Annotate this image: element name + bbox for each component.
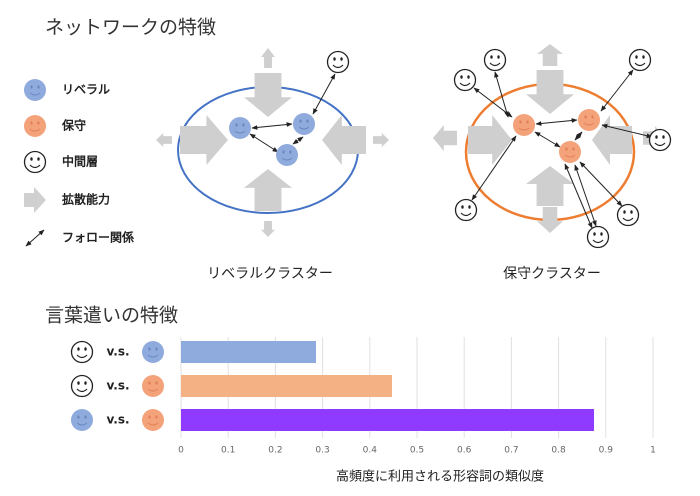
chart-title: 言葉遣いの特徴 <box>45 305 178 327</box>
category-label: v.s. <box>106 413 129 427</box>
follow-link <box>579 161 623 207</box>
legend-icon <box>23 114 47 138</box>
bar <box>181 409 594 431</box>
spread-arrow <box>433 125 457 151</box>
row-icon <box>141 408 165 432</box>
spread-arrow <box>322 115 366 165</box>
neutral-user <box>648 128 672 152</box>
follow-link <box>471 135 517 201</box>
follow-link <box>312 73 336 115</box>
spread-arrow <box>244 73 292 117</box>
legend-label: フォロー関係 <box>62 230 135 245</box>
legend-icon <box>23 150 47 174</box>
follow-link <box>534 131 561 148</box>
cluster-user <box>292 112 316 136</box>
category-label: v.s. <box>106 379 129 393</box>
title: ネットワークの特徴 <box>45 17 216 39</box>
x-tick-label: 0.8 <box>551 446 566 456</box>
neutral-user <box>453 68 477 92</box>
network-diagrams <box>156 44 672 249</box>
cluster-user <box>275 143 299 167</box>
legend-label: 拡散能力 <box>62 192 110 207</box>
legend-label: リベラル <box>62 83 110 97</box>
legend-label: 中間層 <box>62 154 98 169</box>
follow-link <box>600 69 634 112</box>
x-tick-label: 0.2 <box>268 446 282 456</box>
spread-arrow <box>261 48 275 68</box>
neutral-user <box>454 198 478 222</box>
spread-arrow <box>180 115 228 165</box>
row-icon <box>141 340 165 364</box>
spread-arrow <box>537 44 563 66</box>
x-axis-label: 高頻度に利用される形容詞の類似度 <box>336 469 544 485</box>
cluster-caption: リベラルクラスター <box>207 266 333 282</box>
x-tick-label: 0.9 <box>599 446 614 456</box>
legend-label: 保守 <box>61 118 86 133</box>
cluster-user <box>228 116 252 140</box>
spread-arrow <box>156 133 172 147</box>
neutral-user <box>628 48 652 72</box>
follow-link <box>251 122 293 130</box>
neutral-user <box>326 50 350 74</box>
row-icon <box>70 408 94 432</box>
x-tick-label: 0.6 <box>457 446 472 456</box>
x-tick-label: 0 <box>178 446 184 456</box>
follow-link <box>564 163 593 229</box>
row-icon <box>70 340 94 364</box>
x-tick-label: 0.4 <box>363 446 378 456</box>
spread-arrow <box>261 221 275 237</box>
neutral-user <box>483 48 507 72</box>
x-tick-label: 0.5 <box>410 446 424 456</box>
legend-icon <box>25 229 45 247</box>
row-icon <box>70 374 94 398</box>
bar <box>181 375 392 397</box>
x-tick-label: 0.7 <box>504 446 518 456</box>
cluster-user <box>577 108 601 132</box>
follow-link <box>601 123 653 139</box>
x-tick-label: 1 <box>650 446 656 456</box>
spread-arrow <box>537 207 563 233</box>
follow-link <box>473 87 513 118</box>
x-tick-label: 0.1 <box>221 446 235 456</box>
follow-link <box>292 136 304 145</box>
follow-link <box>574 131 583 141</box>
follow-link <box>535 118 578 126</box>
neutral-user <box>616 203 640 227</box>
row-icon <box>141 374 165 398</box>
cluster-caption: 保守クラスター <box>503 266 601 282</box>
cluster-user <box>512 113 536 137</box>
category-label: v.s. <box>106 345 129 359</box>
spread-arrow <box>373 133 389 147</box>
spread-arrow <box>526 70 574 114</box>
legend-icon <box>23 78 47 102</box>
cluster-user <box>558 140 582 164</box>
spread-arrow <box>244 169 292 211</box>
bar <box>181 341 316 363</box>
neutral-user <box>586 225 610 249</box>
spread-arrow <box>526 166 574 206</box>
follow-link <box>249 133 279 153</box>
x-tick-label: 0.3 <box>315 446 329 456</box>
legend-icon <box>24 187 46 213</box>
